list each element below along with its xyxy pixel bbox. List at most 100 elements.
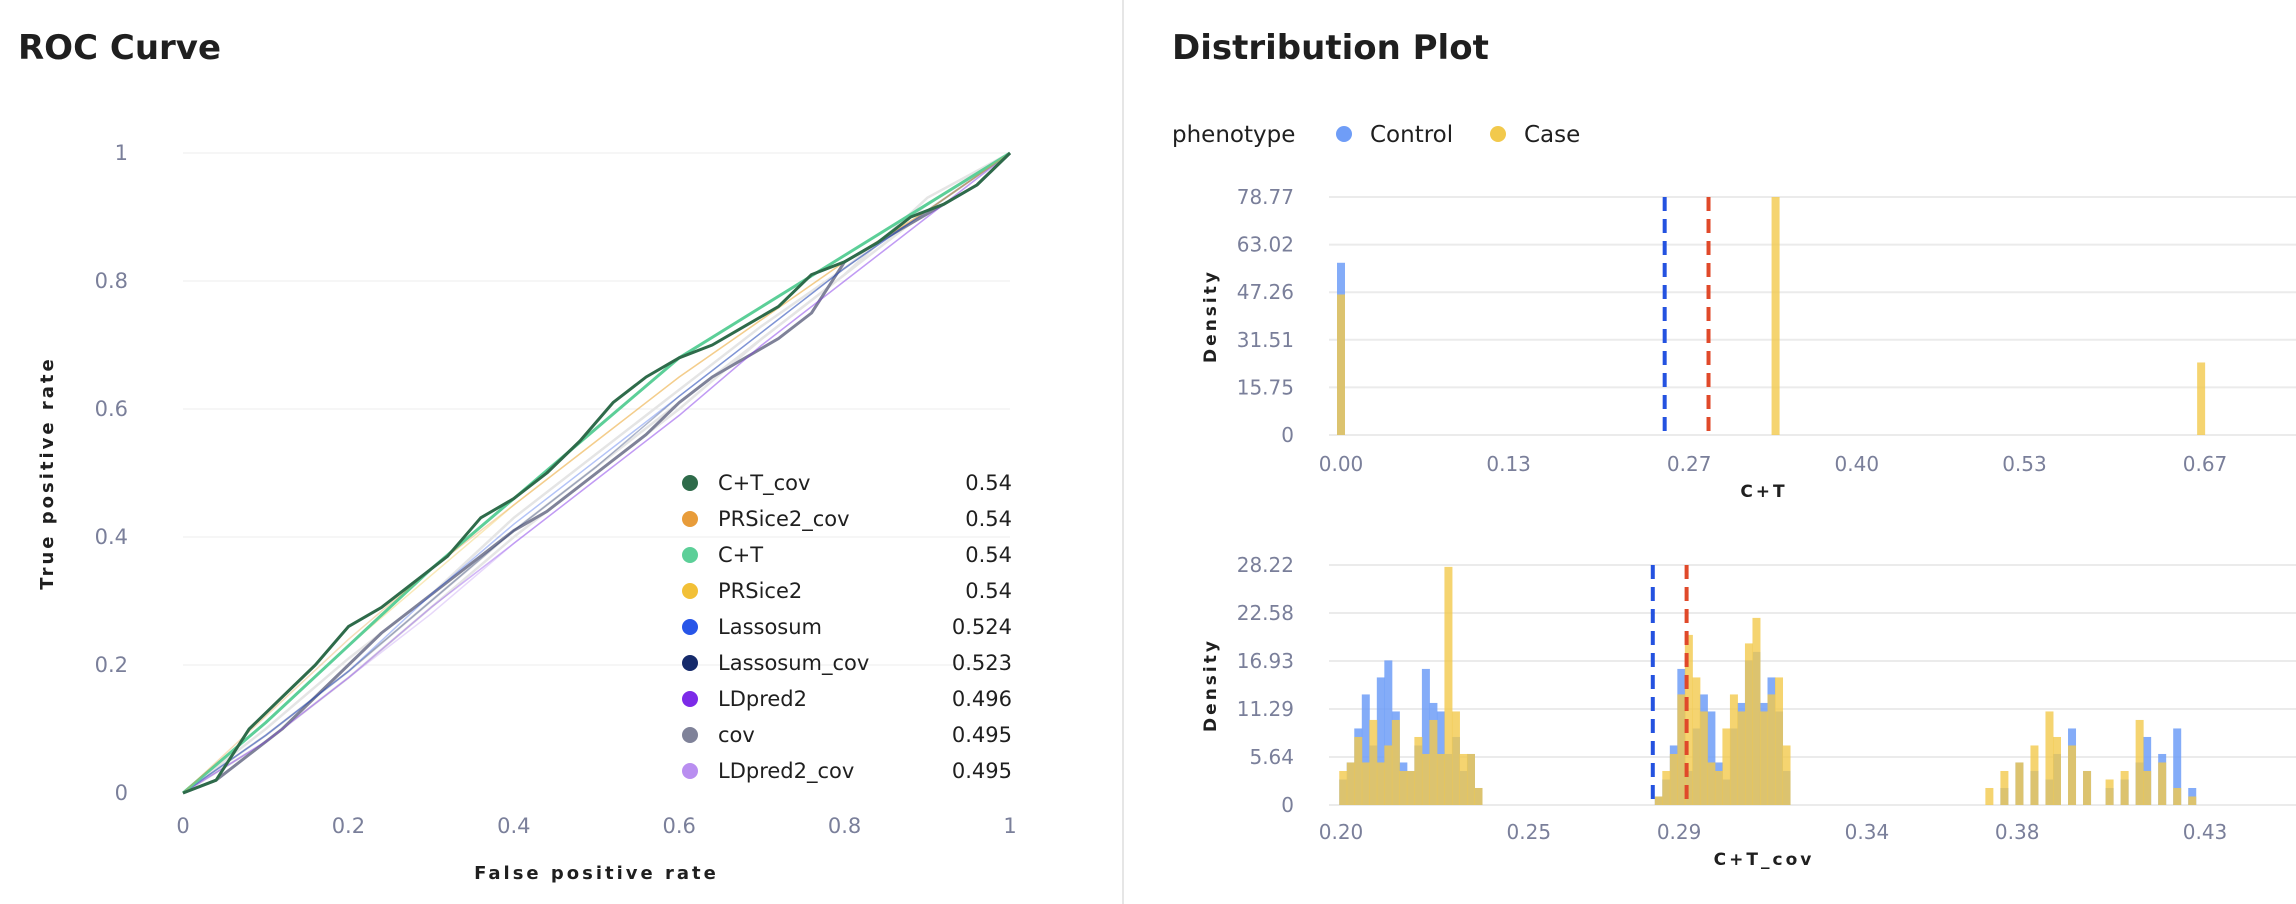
distribution-x-tick-label: 0.25	[1507, 820, 1552, 844]
distribution-bar-case	[1421, 753, 1430, 805]
distribution-bar-case	[1346, 762, 1355, 805]
distribution-bar-case	[2000, 770, 2009, 805]
roc-legend-label: Lassosum	[718, 615, 822, 639]
roc-panel: ROC Curve 0 0.2 0.4 0.6 0.8 1 0 0.2 0.4 0.6 0.8 1 Fa…	[0, 0, 1122, 904]
distribution-bar-case	[1775, 677, 1784, 805]
distribution-x-tick-label: 0.13	[1486, 452, 1531, 476]
distribution-legend-swatch	[1336, 126, 1352, 142]
roc-legend-auc: 0.524	[952, 615, 1012, 639]
distribution-bar-case	[2188, 796, 2197, 805]
distribution-bar-control	[1421, 668, 1430, 805]
distribution-y-tick-label: 15.75	[1237, 375, 1294, 399]
distribution-bar-case	[1444, 566, 1453, 805]
distribution-title: Distribution Plot	[1172, 28, 1489, 68]
distribution-bar-case	[2052, 736, 2061, 805]
distribution-bar-case	[1466, 753, 1475, 805]
distribution-bar-case	[1376, 762, 1385, 805]
distribution-bar-case	[1436, 753, 1445, 805]
distribution-bar-case	[1662, 770, 1671, 805]
roc-curve	[182, 152, 1011, 794]
roc-x-tick-label: 0.8	[828, 814, 861, 838]
distribution-chart: phenotype Control Case 0 15.75 31.51 47.26 63.0…	[1172, 122, 2296, 870]
distribution-bar-case	[1771, 197, 1780, 435]
distribution-y-tick-label: 22.58	[1237, 601, 1294, 625]
roc-title: ROC Curve	[18, 28, 222, 68]
roc-legend-auc: 0.523	[952, 651, 1012, 675]
roc-y-tick-label: 0.2	[95, 653, 128, 677]
roc-x-tick-label: 0.6	[662, 814, 695, 838]
distribution-bar-case	[1414, 736, 1423, 805]
panel-divider	[1122, 0, 1124, 904]
distribution-y-tick-label: 0	[1281, 423, 1294, 447]
distribution-x-tick-label: 0.00	[1319, 452, 1364, 476]
distribution-bar-control	[1361, 694, 1370, 805]
roc-x-tick-label: 0	[176, 814, 189, 838]
distribution-y-axis-label: Density	[1201, 269, 1221, 363]
distribution-bar-case	[1767, 694, 1776, 805]
distribution-bar-case	[1429, 719, 1438, 805]
distribution-bar-case	[1744, 643, 1753, 805]
distribution-bar-case	[2045, 711, 2054, 805]
roc-legend-auc: 0.54	[965, 579, 1012, 603]
roc-legend-auc: 0.54	[965, 471, 1012, 495]
distribution-panel: Distribution Plot phenotype Control Case 0 1…	[1124, 0, 2296, 904]
roc-legend-swatch	[682, 691, 698, 707]
distribution-x-tick-label: 0.43	[2183, 820, 2228, 844]
distribution-x-tick-label: 0.29	[1657, 820, 1702, 844]
roc-legend-auc: 0.54	[965, 543, 1012, 567]
roc-legend-auc: 0.54	[965, 507, 1012, 531]
roc-legend-auc: 0.495	[952, 759, 1012, 783]
distribution-bar-case	[1677, 694, 1686, 805]
distribution-y-tick-label: 47.26	[1237, 280, 1294, 304]
roc-legend-swatch	[682, 583, 698, 599]
distribution-bar-case	[2105, 779, 2114, 805]
distribution-y-tick-label: 11.29	[1237, 697, 1294, 721]
distribution-bar-case	[1474, 787, 1483, 805]
distribution-bar-case	[1337, 294, 1345, 435]
distribution-x-tick-label: 0.34	[1845, 820, 1890, 844]
roc-legend-label: LDpred2_cov	[718, 759, 854, 784]
distribution-x-axis-label: C+T_cov	[1714, 850, 1815, 870]
distribution-bar-case	[1399, 770, 1408, 805]
roc-x-tick-label: 0.4	[497, 814, 530, 838]
distribution-bar-case	[1759, 711, 1768, 805]
distribution-bar-case	[1391, 719, 1400, 805]
distribution-bar-case	[1707, 762, 1716, 805]
distribution-legend-swatch	[1490, 126, 1506, 142]
distribution-x-tick-label: 0.67	[2183, 452, 2228, 476]
roc-legend-label: PRSice2	[718, 579, 802, 603]
roc-curve	[182, 152, 1011, 794]
distribution-bar-case	[1361, 762, 1370, 805]
roc-y-tick-label: 0.6	[95, 397, 128, 421]
roc-legend-label: C+T	[718, 543, 763, 567]
distribution-bar-control	[2188, 787, 2197, 805]
distribution-bar-control	[1707, 711, 1716, 805]
roc-x-tick-label: 1	[1003, 814, 1016, 838]
distribution-bar-case	[1782, 745, 1791, 805]
distribution-y-tick-label: 0	[1281, 793, 1294, 817]
distribution-bar-case	[1339, 770, 1348, 805]
distribution-y-tick-label: 31.51	[1237, 328, 1294, 352]
distribution-bar-case	[2158, 762, 2167, 805]
distribution-y-tick-label: 28.22	[1237, 553, 1294, 577]
distribution-x-tick-label: 0.20	[1319, 820, 1364, 844]
distribution-y-tick-label: 78.77	[1237, 185, 1294, 209]
roc-legend-auc: 0.495	[952, 723, 1012, 747]
roc-legend-auc: 0.496	[952, 687, 1012, 711]
distribution-bar-case	[1985, 787, 1994, 805]
roc-legend-swatch	[682, 475, 698, 491]
distribution-bar-case	[1354, 736, 1363, 805]
distribution-x-tick-label: 0.27	[1667, 452, 1712, 476]
distribution-bar-case	[2173, 787, 2182, 805]
distribution-bar-control	[1384, 660, 1393, 805]
roc-legend-label: C+T_cov	[718, 471, 810, 496]
distribution-bar-case	[1722, 728, 1731, 805]
distribution-bar-case	[1406, 770, 1415, 805]
distribution-legend-label: Control	[1370, 122, 1453, 148]
distribution-legend-label: Case	[1524, 122, 1580, 148]
roc-legend-swatch	[682, 655, 698, 671]
distribution-x-tick-label: 0.38	[1995, 820, 2040, 844]
distribution-x-tick-label: 0.53	[2002, 452, 2047, 476]
roc-legend-swatch	[682, 727, 698, 743]
roc-x-tick-label: 0.2	[332, 814, 365, 838]
